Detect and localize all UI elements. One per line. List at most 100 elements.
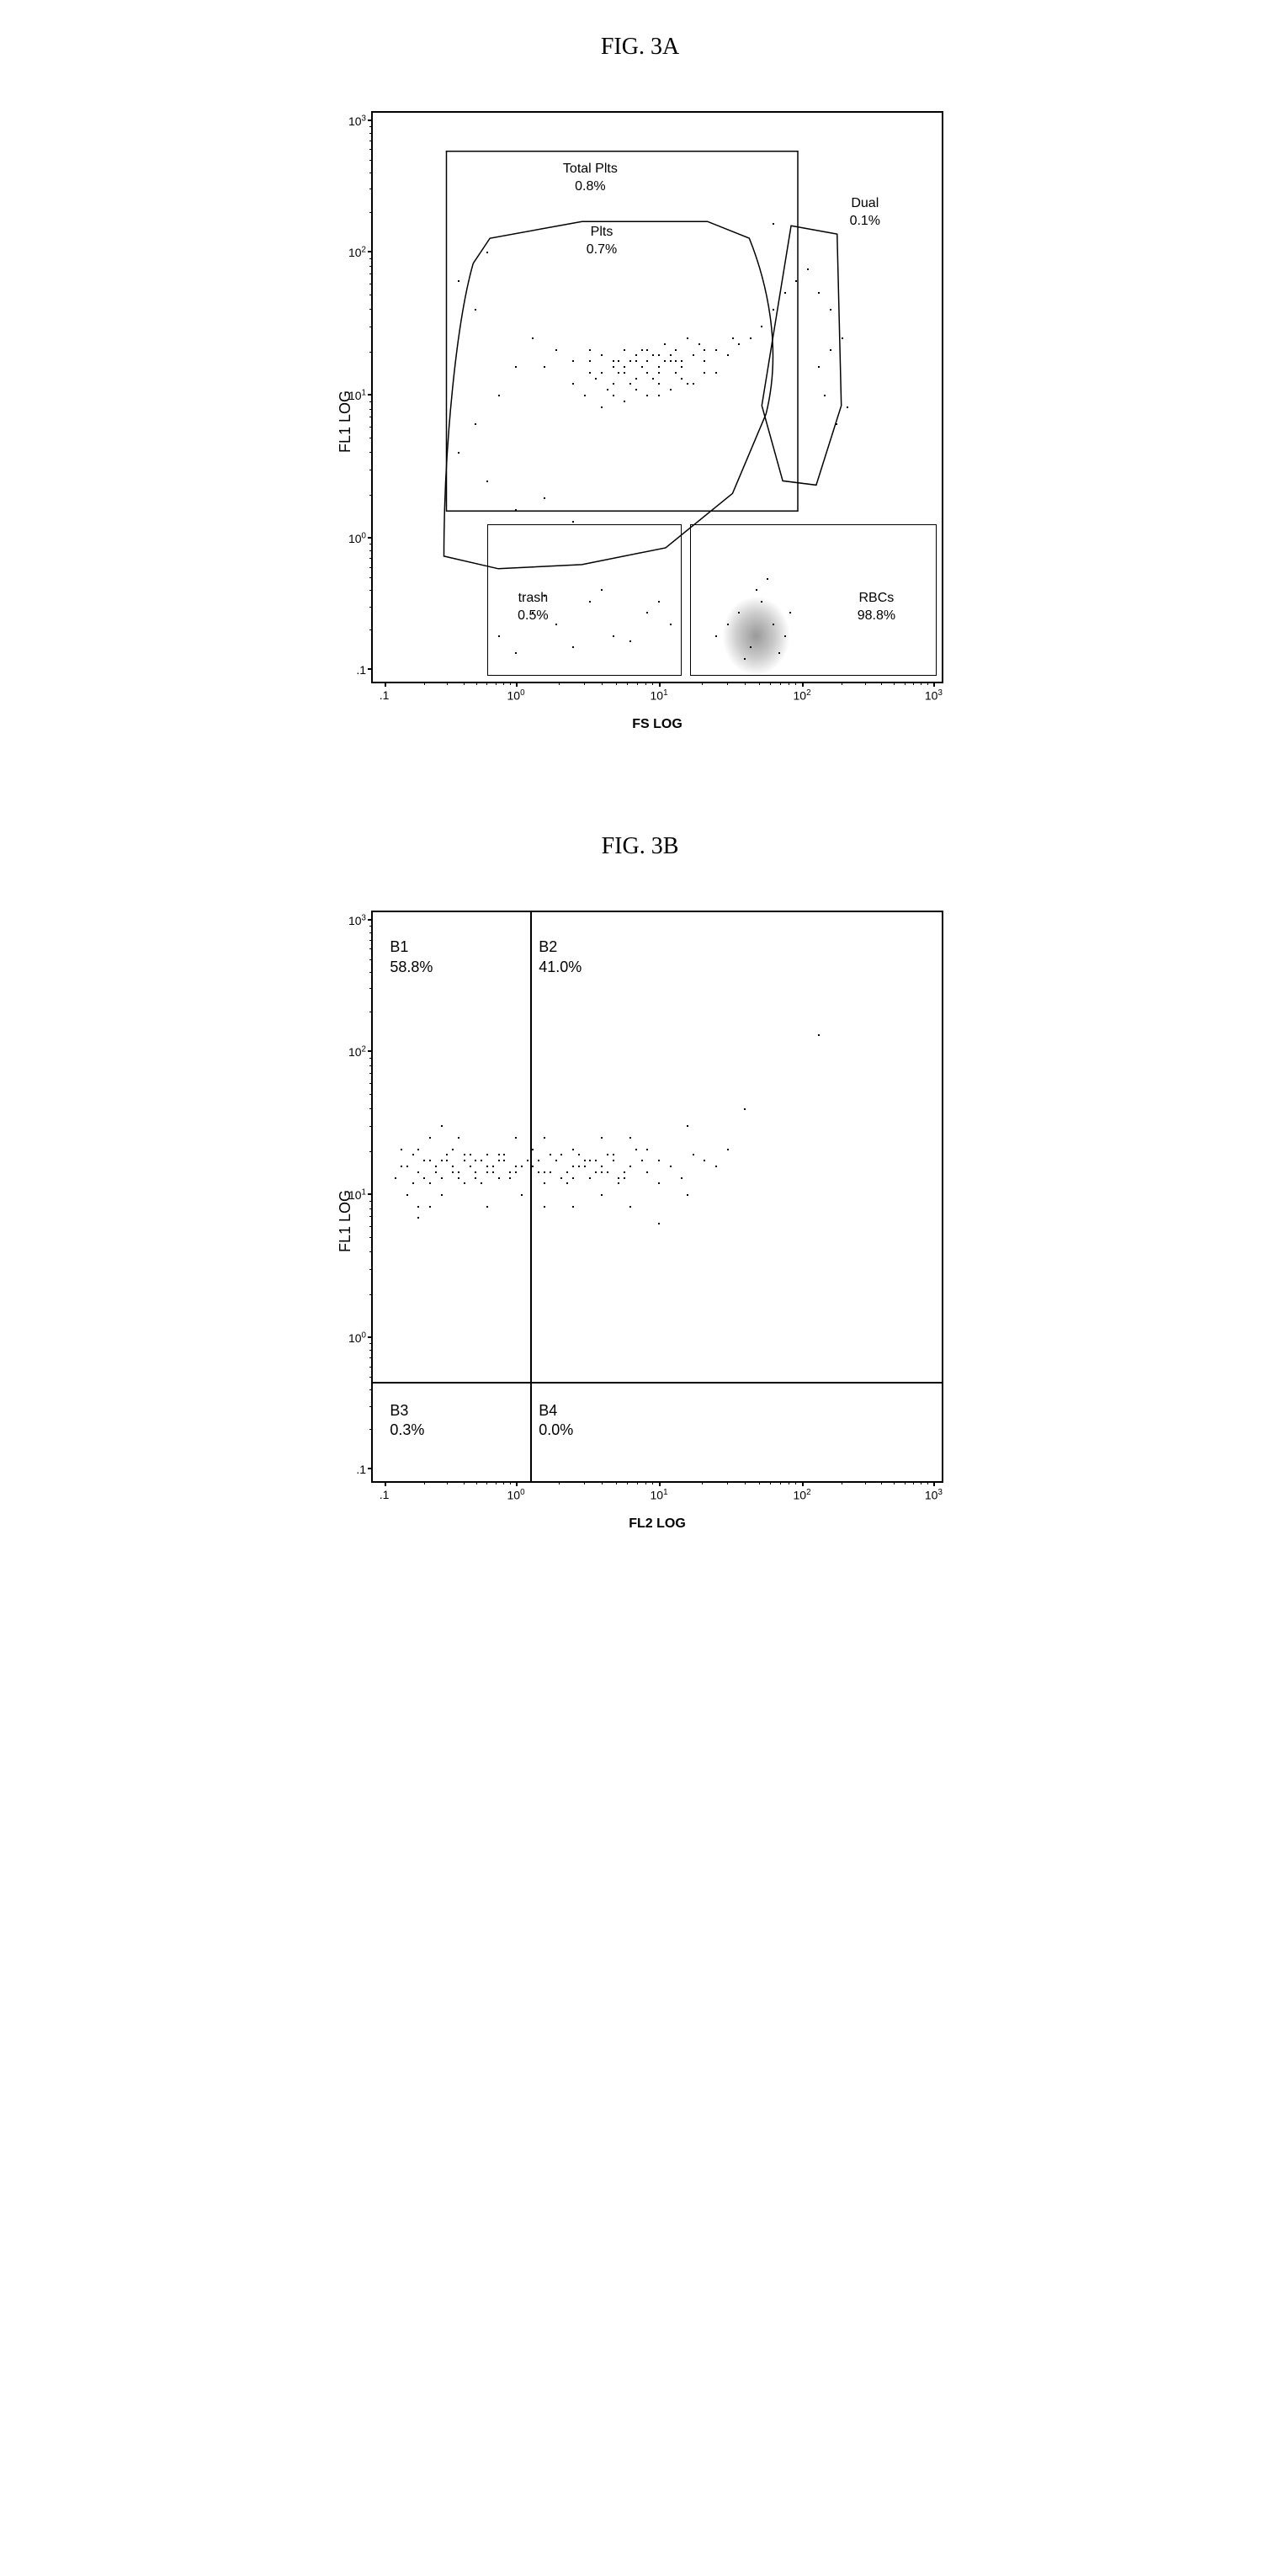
gate-trash-rect (487, 524, 682, 676)
scatter-point (458, 280, 459, 282)
x-tick-minor (702, 682, 703, 685)
y-tick-minor (369, 401, 373, 402)
scatter-point (607, 1171, 608, 1173)
quadrant-vline (530, 912, 532, 1481)
figure-a-x-label: FS LOG (632, 717, 682, 732)
scatter-point (395, 1177, 396, 1179)
x-tick-mark (385, 1481, 386, 1486)
scatter-point (641, 349, 643, 351)
scatter-point (624, 366, 625, 368)
scatter-point (464, 1154, 465, 1155)
scatter-point (412, 1154, 414, 1155)
scatter-point (475, 423, 476, 425)
y-tick-minor (369, 972, 373, 973)
scatter-point (607, 389, 608, 390)
x-tick-minor (602, 682, 603, 685)
scatter-point (544, 1182, 545, 1184)
x-tick-minor (727, 1481, 728, 1485)
scatter-point (503, 1160, 505, 1161)
x-tick-minor (927, 682, 928, 685)
scatter-point (486, 1206, 488, 1208)
scatter-point (470, 1166, 471, 1167)
scatter-point (452, 1149, 454, 1150)
scatter-point (572, 521, 574, 523)
scatter-point (486, 1166, 488, 1167)
scatter-point (629, 1206, 631, 1208)
scatter-point (498, 395, 500, 396)
scatter-point (613, 383, 614, 385)
y-tick-mark (368, 1050, 373, 1052)
y-tick-minor (369, 940, 373, 941)
x-tick-label: 101 (650, 688, 667, 703)
scatter-point (423, 1177, 425, 1179)
scatter-point (670, 1166, 672, 1167)
x-tick-mark (933, 682, 935, 687)
x-tick-minor (881, 1481, 882, 1485)
scatter-point (560, 1177, 562, 1179)
scatter-point (429, 1160, 431, 1161)
scatter-point (584, 1160, 586, 1161)
y-tick-minor (369, 1377, 373, 1378)
scatter-point (464, 1160, 465, 1161)
y-tick-label: 101 (348, 1188, 366, 1203)
y-tick-minor (369, 988, 373, 989)
scatter-point (550, 1154, 551, 1155)
scatter-point (652, 354, 654, 356)
scatter-point (704, 360, 705, 362)
y-tick-mark (368, 668, 373, 670)
x-tick-minor (616, 1481, 617, 1485)
scatter-point (807, 268, 809, 270)
scatter-point (675, 372, 677, 374)
scatter-point (584, 395, 586, 396)
scatter-point (727, 354, 729, 356)
scatter-point (578, 1154, 580, 1155)
figure-b-container: FIG. 3B FL1 LOG .1100101102103.110010110… (17, 833, 1263, 1532)
x-tick-minor (881, 682, 882, 685)
y-tick-minor (369, 1083, 373, 1084)
scatter-point (572, 1177, 574, 1179)
scatter-point (417, 1171, 419, 1173)
scatter-point (715, 372, 717, 374)
scatter-point (664, 343, 666, 345)
y-tick-minor (369, 607, 373, 608)
y-tick-minor (369, 567, 373, 568)
gate-rbcs-rect (690, 524, 936, 676)
y-tick-minor (369, 1108, 373, 1109)
scatter-point (824, 395, 826, 396)
scatter-point (544, 497, 545, 499)
x-tick-minor (464, 1481, 465, 1485)
scatter-point (738, 343, 740, 345)
scatter-point (629, 360, 631, 362)
scatter-point (498, 1154, 500, 1155)
scatter-point (664, 360, 666, 362)
scatter-point (423, 1160, 425, 1161)
scatter-point (572, 383, 574, 385)
quadrant-label-b3: B30.3% (390, 1401, 424, 1441)
scatter-point (658, 1182, 660, 1184)
scatter-point (515, 1166, 517, 1167)
scatter-point (417, 1217, 419, 1219)
y-tick-minor (369, 1350, 373, 1351)
x-tick-minor (503, 1481, 504, 1485)
scatter-point (624, 1177, 625, 1179)
gate-label-rbcs: RBCs98.8% (858, 590, 895, 625)
scatter-point (624, 1171, 625, 1173)
x-tick-minor (927, 1481, 928, 1485)
scatter-point (704, 372, 705, 374)
scatter-point (698, 343, 700, 345)
scatter-point (830, 349, 831, 351)
scatter-point (486, 252, 488, 253)
y-tick-mark (368, 394, 373, 396)
figure-a-plot-box: .1100101102103.1100101102103Total Plts0.… (371, 111, 943, 683)
scatter-point (515, 366, 517, 368)
scatter-point (624, 401, 625, 402)
y-tick-minor (369, 352, 373, 353)
y-tick-minor (369, 1294, 373, 1295)
x-tick-minor (905, 682, 906, 685)
x-tick-minor (645, 1481, 646, 1485)
x-tick-minor (905, 1481, 906, 1485)
scatter-point (560, 1154, 562, 1155)
y-tick-mark (368, 537, 373, 539)
y-tick-minor (369, 212, 373, 213)
scatter-point (601, 1194, 603, 1196)
